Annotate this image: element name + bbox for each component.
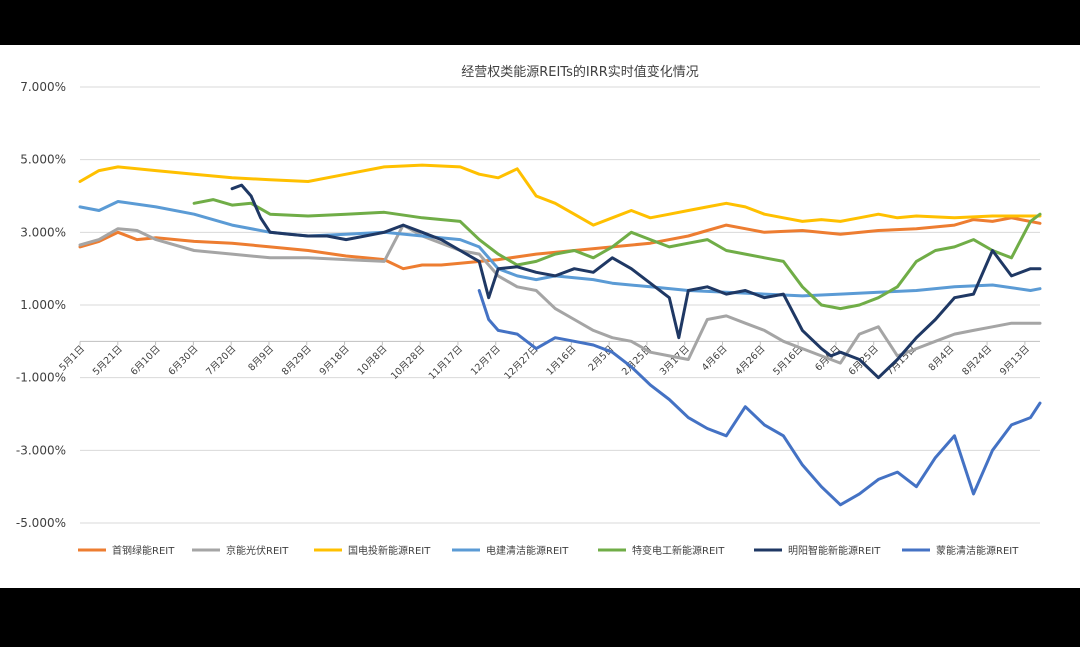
x-tick-label: 9月18日 (318, 344, 352, 378)
legend-label: 首钢绿能REIT (112, 544, 175, 557)
x-tick-label: 8月29日 (280, 344, 314, 378)
y-axis: -5.000% -3.000% -1.000% 1.000% 3.000% 5.000% 7… (16, 80, 66, 530)
series-line-3 (78, 163, 1042, 227)
x-tick-label: 4月6日 (700, 344, 730, 374)
irr-line-chart: 经营权类能源REITs的IRR实时值变化情况 -5.000% -3.000% -1.… (16, 64, 1042, 557)
y-tick-label: 7.000% (20, 80, 66, 94)
chart-title: 经营权类能源REITs的IRR实时值变化情况 (461, 64, 699, 80)
x-tick-label: 6月25日 (847, 344, 881, 378)
y-tick-label: -5.000% (16, 516, 66, 530)
x-tick-label: 9月13日 (998, 344, 1032, 378)
x-tick-label: 5月21日 (91, 344, 125, 378)
x-tick-label: 6月10日 (129, 344, 163, 378)
series-line-1 (78, 216, 1042, 271)
x-tick-label: 8月9日 (246, 344, 276, 374)
x-tick-label: 10月28日 (389, 344, 427, 382)
legend-label: 明阳智能新能源REIT (788, 544, 881, 557)
x-tick-label: 7月20日 (204, 344, 238, 378)
y-tick-label: -3.000% (16, 443, 66, 457)
series-lines (78, 163, 1042, 507)
y-tick-label: 1.000% (20, 298, 66, 312)
x-tick-label: 6月30日 (166, 344, 200, 378)
legend: 首钢绿能REIT 京能光伏REIT 国电投新能源REIT 电建清洁能源REIT 特变电工… (78, 544, 1019, 557)
chart-panel: 经营权类能源REITs的IRR实时值变化情况 -5.000% -3.000% -1.… (0, 45, 1080, 588)
x-tick-label: 8月4日 (927, 344, 957, 374)
x-tick-label: 12月7日 (469, 344, 503, 378)
x-tick-label: 8月24日 (960, 344, 994, 378)
y-tick-label: 5.000% (20, 153, 66, 167)
legend-label: 特变电工新能源REIT (632, 544, 725, 557)
series-line-7 (477, 289, 1042, 507)
y-tick-label: 3.000% (20, 225, 66, 239)
legend-label: 蒙能清洁能源REIT (936, 544, 1019, 557)
legend-label: 电建清洁能源REIT (486, 544, 569, 557)
x-tick-label: 1月16日 (544, 344, 578, 378)
series-line-2 (78, 223, 1042, 365)
series-line-4 (78, 200, 1042, 298)
x-tick-label: 5月1日 (57, 344, 87, 374)
gridlines (80, 86, 1040, 524)
x-tick-label: 10月8日 (355, 344, 389, 378)
y-tick-label: -1.000% (16, 371, 66, 385)
legend-label: 京能光伏REIT (226, 544, 289, 557)
x-tick-label: 11月17日 (427, 344, 465, 382)
x-tick-label: 4月26日 (733, 344, 767, 378)
series-line-5 (192, 198, 1042, 311)
legend-label: 国电投新能源REIT (348, 544, 431, 557)
series-line-6 (230, 183, 1042, 380)
